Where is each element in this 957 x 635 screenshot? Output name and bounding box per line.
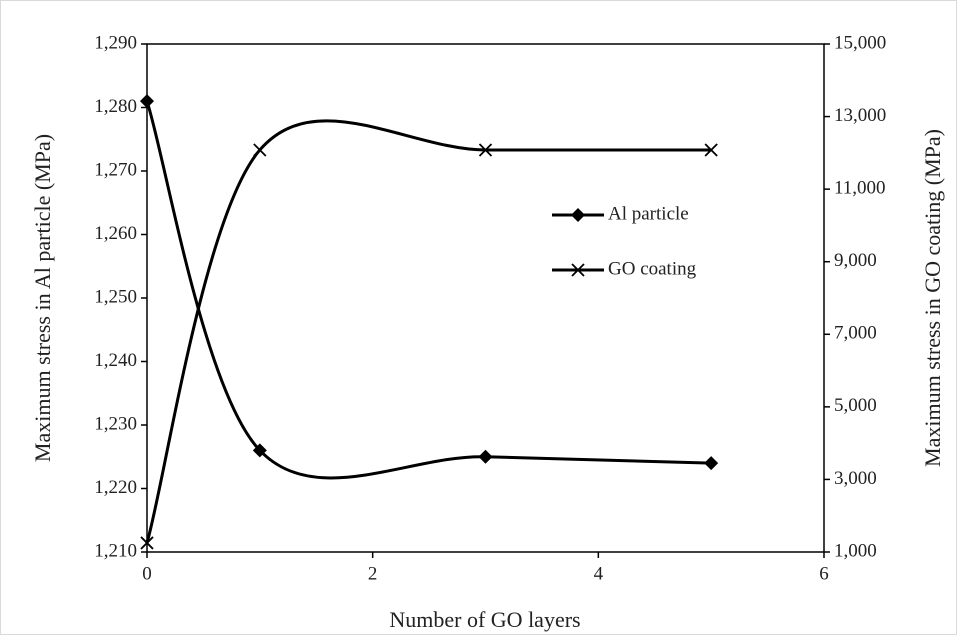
y2-axis-title: Maximum stress in GO coating (MPa) [920,129,945,467]
legend-marker [571,208,585,222]
y-axis-title: Maximum stress in Al particle (MPa) [30,134,55,462]
y2-tick-label: 13,000 [834,105,886,126]
data-point [252,443,267,458]
data-point [140,94,154,109]
data-point [704,456,719,471]
y-tick-label: 1,210 [94,540,137,561]
y2-tick-label: 7,000 [834,323,877,344]
y-tick-label: 1,260 [94,223,137,244]
data-point [140,536,154,550]
y2-tick-label: 5,000 [834,395,877,416]
x-tick-label: 6 [819,563,829,584]
y2-tick-label: 1,000 [834,540,877,561]
y-tick-label: 1,250 [94,286,137,307]
x-tick-label: 0 [142,563,152,584]
y-tick-label: 1,290 [94,32,137,53]
y-tick-label: 1,240 [94,350,137,371]
data-point [478,143,493,157]
series-line [145,100,712,480]
legend-label: Al particle [608,203,689,224]
y-tick-label: 1,270 [94,159,137,180]
legend-marker [571,263,585,277]
data-point [704,143,718,157]
data-point [253,143,267,157]
series-line [145,119,712,544]
y2-tick-label: 11,000 [834,178,886,199]
data-point [478,449,493,464]
legend-label: GO coating [608,258,697,279]
x-axis-title: Number of GO layers [389,607,580,632]
y2-tick-label: 15,000 [834,32,886,53]
x-tick-label: 2 [368,563,378,584]
y2-tick-label: 3,000 [834,468,877,489]
y-tick-label: 1,230 [94,413,137,434]
y-tick-label: 1,280 [94,96,137,117]
x-tick-label: 4 [594,563,604,584]
y2-tick-label: 9,000 [834,250,877,271]
y-tick-label: 1,220 [94,477,137,498]
